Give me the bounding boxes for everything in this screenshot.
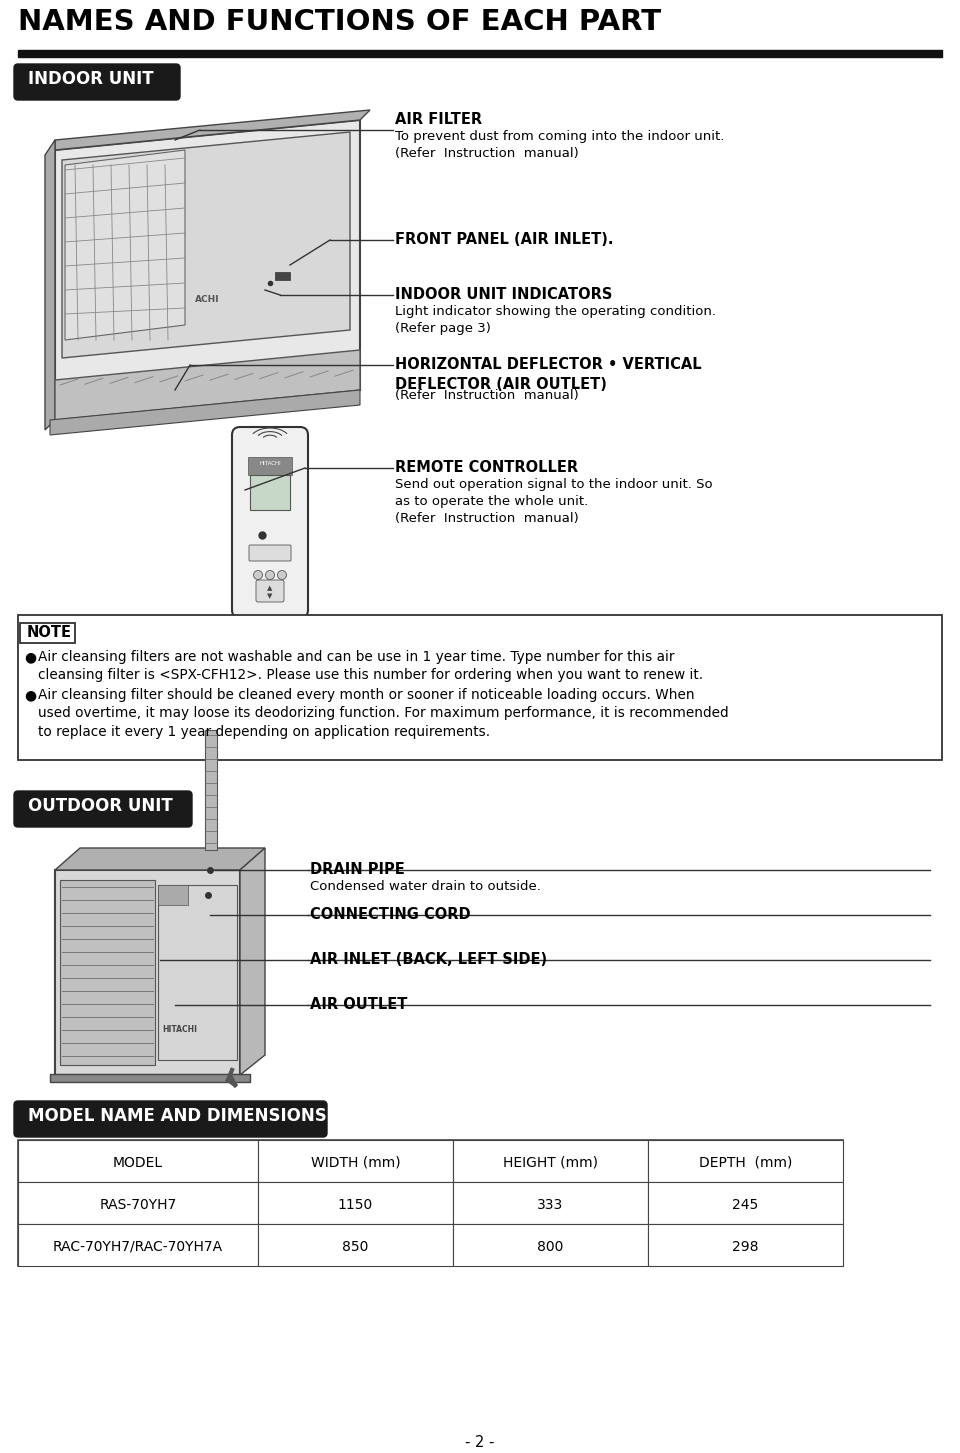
Text: 333: 333 — [538, 1199, 564, 1212]
Text: INDOOR UNIT INDICATORS: INDOOR UNIT INDICATORS — [395, 288, 612, 302]
Bar — [205, 729, 217, 850]
Polygon shape — [62, 132, 350, 357]
Bar — [250, 475, 290, 510]
Text: - 2 -: - 2 - — [466, 1436, 494, 1450]
Text: Condensed water drain to outside.: Condensed water drain to outside. — [310, 881, 540, 894]
Text: ●: ● — [24, 689, 36, 702]
Circle shape — [277, 571, 286, 580]
Bar — [18, 1141, 258, 1181]
Bar — [50, 1074, 250, 1082]
Circle shape — [253, 571, 262, 580]
Text: INDOOR UNIT: INDOOR UNIT — [28, 70, 154, 89]
Bar — [453, 1223, 648, 1266]
Text: 245: 245 — [732, 1199, 758, 1212]
Text: DEPTH  (mm): DEPTH (mm) — [699, 1157, 792, 1170]
Polygon shape — [55, 849, 265, 870]
Text: HITACHI: HITACHI — [259, 461, 281, 466]
Text: Air cleansing filter should be cleaned every month or sooner if noticeable loadi: Air cleansing filter should be cleaned e… — [38, 689, 729, 738]
Bar — [158, 885, 237, 1061]
Polygon shape — [65, 150, 185, 340]
Text: AIR OUTLET: AIR OUTLET — [310, 997, 407, 1011]
Bar — [18, 615, 942, 760]
Text: ▲
▼: ▲ ▼ — [267, 586, 273, 599]
Text: Air cleansing filters are not washable and can be use in 1 year time. Type numbe: Air cleansing filters are not washable a… — [38, 649, 703, 683]
Polygon shape — [55, 870, 240, 1075]
FancyBboxPatch shape — [232, 427, 308, 618]
Text: NOTE: NOTE — [27, 625, 72, 639]
Bar — [248, 458, 292, 475]
Text: FRONT PANEL (AIR INLET).: FRONT PANEL (AIR INLET). — [395, 232, 613, 247]
FancyBboxPatch shape — [14, 790, 192, 827]
Polygon shape — [55, 121, 360, 420]
Polygon shape — [60, 881, 155, 1065]
Text: NAMES AND FUNCTIONS OF EACH PART: NAMES AND FUNCTIONS OF EACH PART — [18, 9, 661, 36]
Text: RAS-70YH7: RAS-70YH7 — [100, 1199, 177, 1212]
Bar — [648, 1223, 843, 1266]
Text: HEIGHT (mm): HEIGHT (mm) — [503, 1157, 598, 1170]
Bar — [258, 1141, 453, 1181]
Text: 1150: 1150 — [338, 1199, 373, 1212]
FancyBboxPatch shape — [256, 580, 284, 602]
FancyBboxPatch shape — [14, 64, 180, 100]
Polygon shape — [240, 849, 265, 1075]
Bar — [453, 1141, 648, 1181]
Text: WIDTH (mm): WIDTH (mm) — [311, 1157, 400, 1170]
Polygon shape — [55, 110, 370, 150]
Text: (Refer  Instruction  manual): (Refer Instruction manual) — [395, 389, 579, 402]
Bar — [158, 885, 188, 905]
Text: AIR FILTER: AIR FILTER — [395, 112, 482, 126]
Text: MODEL NAME AND DIMENSIONS: MODEL NAME AND DIMENSIONS — [28, 1107, 326, 1125]
Text: 298: 298 — [732, 1239, 758, 1254]
Text: OUTDOOR UNIT: OUTDOOR UNIT — [28, 798, 173, 815]
Text: REMOTE CONTROLLER: REMOTE CONTROLLER — [395, 461, 578, 475]
Bar — [18, 1223, 258, 1266]
Text: RAC-70YH7/RAC-70YH7A: RAC-70YH7/RAC-70YH7A — [53, 1239, 223, 1254]
Text: ACHI: ACHI — [195, 295, 220, 304]
Bar — [18, 49, 942, 57]
Polygon shape — [50, 389, 360, 434]
Text: Light indicator showing the operating condition.
(Refer page 3): Light indicator showing the operating co… — [395, 305, 716, 336]
Bar — [18, 1181, 258, 1223]
Text: 850: 850 — [343, 1239, 369, 1254]
Text: Send out operation signal to the indoor unit. So
as to operate the whole unit.
(: Send out operation signal to the indoor … — [395, 478, 712, 525]
Polygon shape — [55, 350, 360, 420]
Bar — [453, 1181, 648, 1223]
Bar — [258, 1181, 453, 1223]
FancyBboxPatch shape — [14, 1101, 327, 1138]
Circle shape — [266, 571, 275, 580]
Bar — [275, 272, 290, 280]
Bar — [648, 1141, 843, 1181]
FancyBboxPatch shape — [249, 545, 291, 561]
Text: AIR INLET (BACK, LEFT SIDE): AIR INLET (BACK, LEFT SIDE) — [310, 952, 547, 968]
Text: HITACHI: HITACHI — [162, 1024, 197, 1035]
Text: 800: 800 — [538, 1239, 564, 1254]
Bar — [20, 623, 75, 644]
Bar — [18, 1141, 843, 1266]
Bar — [648, 1181, 843, 1223]
Text: CONNECTING CORD: CONNECTING CORD — [310, 907, 470, 923]
Text: To prevent dust from coming into the indoor unit.
(Refer  Instruction  manual): To prevent dust from coming into the ind… — [395, 129, 725, 160]
Polygon shape — [45, 139, 55, 430]
Text: MODEL: MODEL — [113, 1157, 163, 1170]
Text: HORIZONTAL DEFLECTOR • VERTICAL
DEFLECTOR (AIR OUTLET): HORIZONTAL DEFLECTOR • VERTICAL DEFLECTO… — [395, 357, 702, 392]
Text: DRAIN PIPE: DRAIN PIPE — [310, 862, 405, 878]
Text: ●: ● — [24, 649, 36, 664]
Bar — [258, 1223, 453, 1266]
